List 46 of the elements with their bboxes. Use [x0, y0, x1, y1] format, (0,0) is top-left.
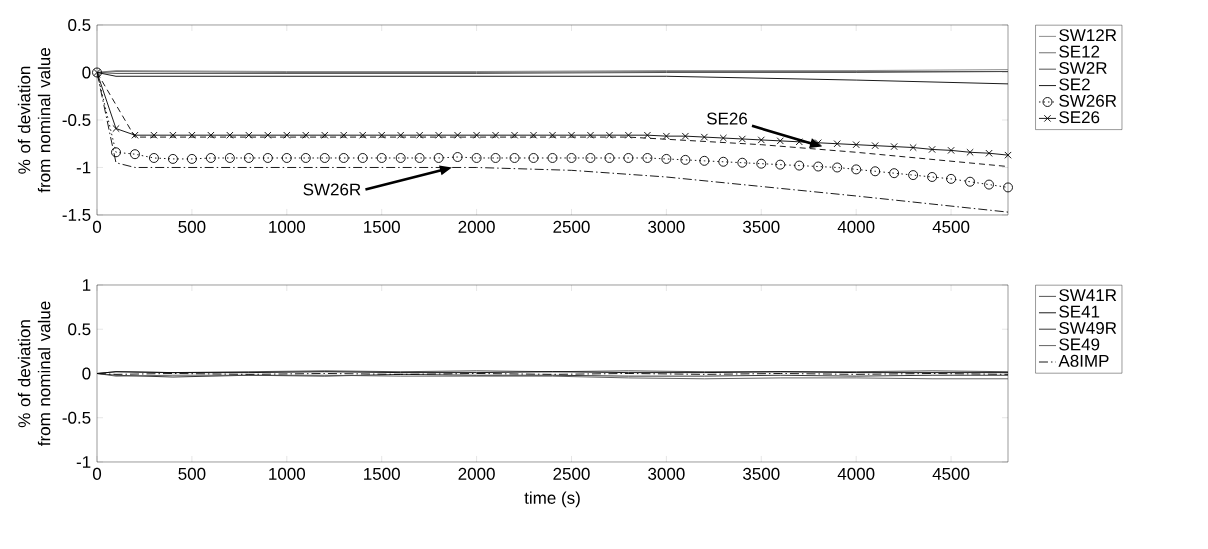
y-tick-label: 1 [82, 279, 91, 291]
legend-label: SW41R [1059, 289, 1117, 302]
legend-label: SE49 [1059, 338, 1100, 351]
x-tick-label: 3500 [743, 467, 780, 480]
legend-label: SE12 [1059, 45, 1100, 58]
x-tick-label: 4000 [837, 467, 875, 480]
x-tick-label: 4500 [932, 467, 970, 480]
x-tick-label: 2000 [458, 467, 495, 480]
x-tick-label: 1500 [364, 467, 400, 480]
y-tick-label: 0 [82, 66, 91, 79]
x-tick-label: 2500 [553, 220, 590, 233]
x-tick-label: 1000 [269, 467, 306, 480]
legend-label: SW49R [1059, 321, 1117, 335]
x-tick-label: 500 [178, 467, 206, 480]
x-tick-label: 0 [92, 220, 102, 233]
legend-label: SW26R [1059, 94, 1117, 107]
legend-label: SE26 [1059, 111, 1100, 124]
x-tick-label: 3000 [648, 467, 685, 480]
legend-label: SE2 [1059, 78, 1090, 91]
legend-label: SW2R [1059, 61, 1107, 75]
y-axis-title: % of deviation from nominal value [17, 48, 51, 193]
x-tick-label: 1000 [269, 220, 306, 233]
x-tick-label: 2500 [553, 467, 590, 480]
annotation: SE26 [706, 112, 748, 125]
annotation: SW26R [303, 183, 361, 196]
y-tick-label: -1 [76, 161, 91, 174]
x-tick-label: 1500 [364, 220, 400, 233]
x-tick-label: 3500 [743, 220, 780, 233]
x-tick-label: 0 [92, 467, 102, 480]
x-axis-title: time (s) [524, 491, 580, 508]
y-tick-label: -0.5 [62, 411, 91, 424]
y-tick-label: 0.5 [68, 323, 91, 336]
y-tick-label: -1 [76, 456, 91, 468]
y-tick-label: 0.5 [68, 18, 91, 32]
legend-label: SW12R [1059, 29, 1117, 42]
y-tick-label: -1.5 [62, 209, 91, 221]
y-tick-label: -0.5 [62, 113, 91, 127]
y-axis-title: % of deviation from nominal value [17, 301, 51, 446]
legend-label: SE41 [1059, 305, 1100, 318]
legend-label: A8IMP [1058, 354, 1109, 367]
x-tick-label: 500 [178, 220, 206, 233]
x-tick-label: 2000 [458, 220, 495, 233]
x-tick-label: 3000 [648, 220, 685, 233]
x-tick-label: 4000 [837, 220, 875, 233]
y-tick-label: 0 [82, 367, 91, 380]
x-tick-label: 4500 [932, 220, 970, 233]
